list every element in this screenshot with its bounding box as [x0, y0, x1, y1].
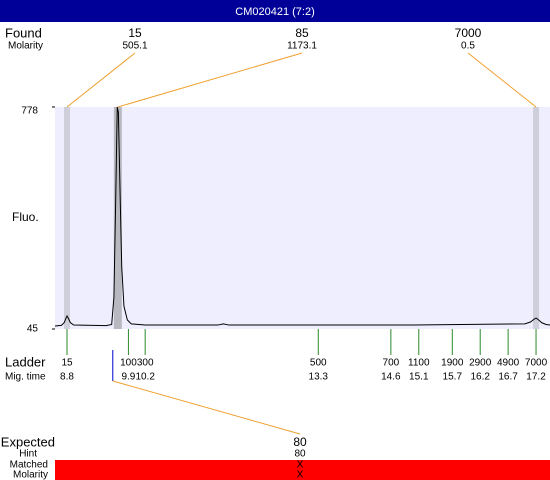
- found-size: 85: [295, 26, 309, 40]
- peak-connector: [467, 52, 537, 108]
- ladder-size: 4900: [497, 358, 520, 369]
- found-label: Found: [5, 25, 42, 40]
- ladder-mig-time: 15.7: [443, 372, 463, 383]
- found-size: 15: [128, 26, 142, 40]
- ladder-size: 1100: [408, 358, 430, 369]
- title: CM020421 (7:2): [235, 6, 315, 18]
- ladder-mig-time: 10.2: [135, 372, 155, 383]
- molarity-label: Molarity: [13, 470, 48, 480]
- ladder-size: 15: [61, 358, 73, 369]
- hint-value: 80: [294, 449, 306, 460]
- peak-band: [64, 107, 71, 329]
- title-bar: [0, 0, 550, 22]
- molarity-value: X: [297, 470, 304, 480]
- expected-size: 80: [293, 435, 307, 449]
- plot-area: [55, 107, 550, 329]
- found-molarity-label: Molarity: [8, 41, 43, 52]
- ladder-size: 2900: [469, 358, 492, 369]
- found-size: 7000: [455, 26, 482, 40]
- ladder-size: 1900: [441, 358, 464, 369]
- ladder-mig-time: 13.3: [309, 372, 329, 383]
- peak-connector: [117, 52, 303, 108]
- ladder-size: 700: [383, 358, 400, 369]
- matched-value: X: [297, 460, 304, 471]
- matched-label: Matched: [10, 460, 48, 471]
- matched-bar: [55, 460, 550, 480]
- found-molarity: 0.5: [461, 41, 475, 52]
- ladder-mig-time: 16.7: [498, 372, 518, 383]
- ladder-mig-time: 17.2: [526, 372, 546, 383]
- expected-label: Expected: [1, 434, 55, 449]
- ladder-mig-time: 8.8: [60, 372, 74, 383]
- ladder-size: 500: [310, 358, 327, 369]
- mig-time-label: Mig. time: [5, 372, 46, 383]
- trace: [54, 106, 550, 327]
- hint-label: Hint: [19, 449, 37, 460]
- ladder-mig-time: 14.6: [381, 372, 401, 383]
- peak-band: [533, 107, 540, 329]
- ladder-label: Ladder: [5, 354, 46, 369]
- ladder-mig-time: 9.9: [121, 372, 135, 383]
- found-molarity: 1173.1: [287, 41, 317, 52]
- ladder-size: 100: [120, 358, 137, 369]
- y-tick-label: 45: [27, 324, 39, 335]
- expected-connector: [112, 380, 301, 435]
- ladder-size: 300: [137, 358, 154, 369]
- peak-connector: [66, 52, 136, 108]
- found-molarity: 505.1: [122, 41, 147, 52]
- ladder-mig-time: 15.1: [409, 372, 429, 383]
- y-tick-label: 778: [21, 106, 38, 117]
- y-axis-label: Fluo.: [12, 210, 39, 224]
- peak-band: [113, 107, 122, 329]
- ladder-mig-time: 16.2: [470, 372, 490, 383]
- ladder-size: 7000: [525, 358, 548, 369]
